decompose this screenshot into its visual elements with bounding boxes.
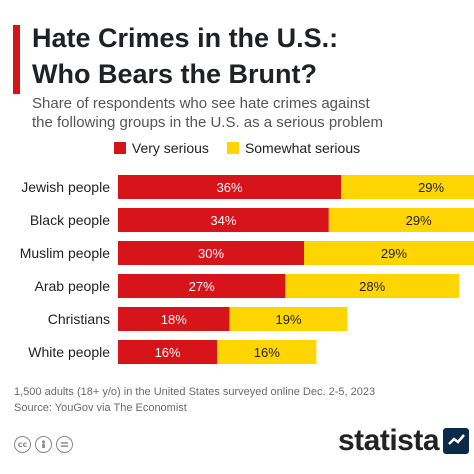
category-label-christians: Christians bbox=[48, 311, 110, 327]
bar-somewhat-serious-arab-people bbox=[285, 274, 459, 298]
category-label-muslim-people: Muslim people bbox=[20, 245, 110, 261]
chart-title: Hate Crimes in the U.S.: Who Bears the B… bbox=[32, 20, 462, 92]
footer-note: 1,500 adults (18+ y/o) in the United Sta… bbox=[14, 386, 376, 398]
category-label-black-people: Black people bbox=[30, 212, 110, 228]
category-label-white-people: White people bbox=[28, 344, 110, 360]
cc-icon[interactable]: cc bbox=[14, 436, 31, 453]
subtitle-line-1: Share of respondents who see hate crimes… bbox=[32, 95, 370, 112]
bar-somewhat-serious-jewish-people bbox=[341, 175, 474, 199]
license-icons: cc bbox=[14, 436, 73, 453]
bar-very-serious-jewish-people bbox=[118, 175, 342, 199]
legend: Very serious Somewhat serious bbox=[0, 140, 474, 156]
data-label-somewhat-serious-christians: 19% bbox=[275, 312, 301, 327]
bar-somewhat-serious-muslim-people bbox=[304, 241, 474, 265]
legend-item-very-serious: Very serious bbox=[113, 140, 209, 156]
bar-very-serious-black-people bbox=[118, 208, 329, 232]
title-line-2: Who Bears the Brunt? bbox=[32, 59, 318, 89]
legend-label-somewhat-serious: Somewhat serious bbox=[244, 140, 361, 156]
person-icon[interactable] bbox=[35, 436, 52, 453]
footer: 1,500 adults (18+ y/o) in the United Sta… bbox=[14, 384, 375, 416]
data-label-very-serious-black-people: 34% bbox=[210, 213, 236, 228]
legend-item-somewhat-serious: Somewhat serious bbox=[226, 140, 361, 156]
data-label-very-serious-arab-people: 27% bbox=[189, 279, 215, 294]
category-label-arab-people: Arab people bbox=[34, 278, 110, 294]
legend-swatch-somewhat-serious bbox=[226, 142, 239, 154]
bar-somewhat-serious-black-people bbox=[328, 208, 474, 232]
title-line-1: Hate Crimes in the U.S.: bbox=[32, 23, 339, 53]
legend-swatch-very-serious bbox=[113, 142, 126, 154]
bar-very-serious-white-people bbox=[118, 340, 218, 364]
legend-label-very-serious: Very serious bbox=[131, 140, 209, 156]
bar-somewhat-serious-white-people bbox=[217, 340, 317, 364]
footer-source: Source: YouGov via The Economist bbox=[14, 402, 187, 414]
bar-very-serious-muslim-people bbox=[118, 241, 304, 265]
bar-somewhat-serious-christians bbox=[229, 307, 348, 331]
bar-very-serious-christians bbox=[118, 307, 230, 331]
data-label-somewhat-serious-jewish-people: 29% bbox=[418, 180, 444, 195]
data-label-very-serious-muslim-people: 30% bbox=[198, 246, 224, 261]
data-label-very-serious-christians: 18% bbox=[161, 312, 187, 327]
brand-name: statista bbox=[338, 424, 440, 457]
data-label-very-serious-white-people: 16% bbox=[155, 345, 181, 360]
category-label-jewish-people: Jewish people bbox=[21, 179, 110, 195]
data-label-somewhat-serious-black-people: 29% bbox=[406, 213, 432, 228]
data-label-somewhat-serious-arab-people: 28% bbox=[359, 279, 385, 294]
equals-icon[interactable] bbox=[56, 436, 73, 453]
chart-subtitle: Share of respondents who see hate crimes… bbox=[32, 94, 462, 132]
statista-mark-icon bbox=[443, 428, 470, 454]
data-label-very-serious-jewish-people: 36% bbox=[217, 180, 243, 195]
data-label-somewhat-serious-muslim-people: 29% bbox=[381, 246, 407, 261]
title-accent-bar bbox=[13, 25, 20, 94]
stacked-bar-chart: Jewish people 36% 29% Black people 34% 29% Mus… bbox=[20, 175, 474, 364]
data-label-somewhat-serious-white-people: 16% bbox=[254, 345, 280, 360]
brand-logo[interactable]: statista bbox=[338, 424, 470, 458]
bar-very-serious-arab-people bbox=[118, 274, 286, 298]
subtitle-line-2: the following groups in the U.S. as a se… bbox=[32, 114, 384, 131]
